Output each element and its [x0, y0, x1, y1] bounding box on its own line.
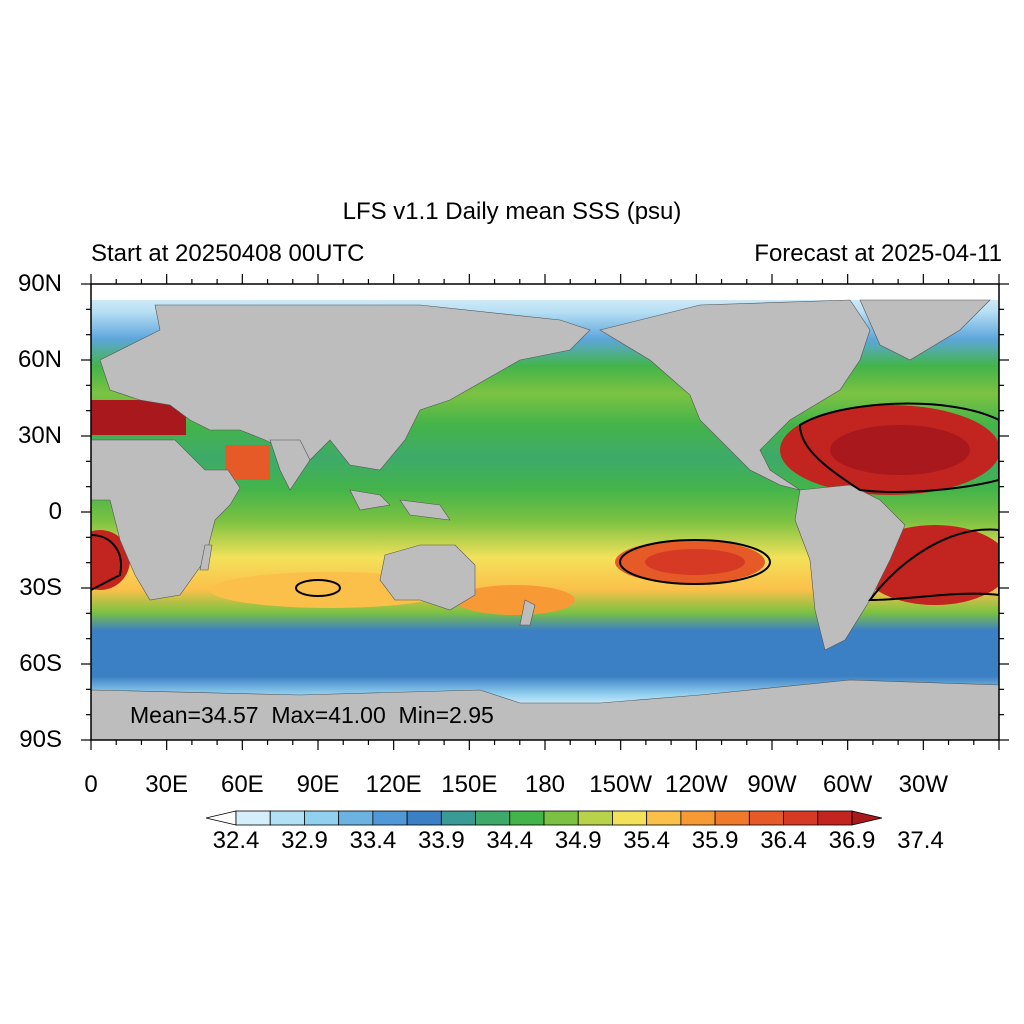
colorbar-swatch — [304, 810, 340, 826]
colorbar-swatch — [646, 810, 682, 826]
y-tick-label: 60S — [19, 650, 62, 677]
colorbar-swatch — [372, 810, 408, 826]
land-masses — [91, 299, 999, 740]
x-tick-label: 0 — [84, 771, 98, 798]
y-tick-label: 60N — [17, 346, 62, 373]
colorbar-label: 34.9 — [554, 827, 602, 854]
x-tick-label: 120W — [664, 771, 728, 798]
map-title: LFS v1.1 Daily mean SSS (psu) — [342, 198, 682, 225]
colorbar-label: 33.9 — [417, 827, 465, 854]
colorbar-label: 37.4 — [897, 827, 944, 854]
x-tick-label: 90W — [747, 771, 797, 798]
x-tick-label: 30W — [898, 771, 949, 798]
min-value: Min=2.95 — [398, 702, 494, 728]
colorbar-label: 36.9 — [828, 827, 876, 854]
sss-contours — [91, 402, 999, 602]
map-field — [91, 284, 999, 740]
x-tick-label: 120E — [365, 771, 422, 798]
x-tick-label: 30E — [145, 771, 189, 798]
max-value: Max=41.00 — [271, 702, 386, 728]
stats-text: Mean=34.57 Max=41.00 Min=2.95 — [130, 702, 494, 729]
colorbar-swatch — [269, 810, 305, 826]
colorbar-swatch — [577, 810, 613, 826]
colorbar-swatch — [612, 810, 648, 826]
colorbar-low-arrow — [205, 810, 237, 826]
colorbar-high-arrow — [851, 810, 883, 826]
y-tick-label: 30S — [19, 574, 62, 601]
start-time-label: Start at 20250408 00UTC — [91, 240, 365, 267]
x-tick-label: 150W — [589, 771, 653, 798]
colorbar — [205, 810, 883, 826]
x-tick-label: 90E — [296, 771, 340, 798]
y-tick-label: 90N — [17, 270, 62, 297]
colorbar-label: 32.4 — [212, 827, 260, 854]
x-tick-label: 60E — [220, 771, 264, 798]
colorbar-swatch — [338, 810, 374, 826]
mean-value: Mean=34.57 — [130, 702, 259, 728]
x-tick-label: 150E — [441, 771, 498, 798]
colorbar-label: 33.4 — [349, 827, 397, 854]
colorbar-label: 36.4 — [760, 827, 807, 854]
y-tick-label: 30N — [17, 422, 62, 449]
colorbar-swatch — [680, 810, 716, 826]
colorbar-swatch — [714, 810, 750, 826]
colorbar-label: 35.9 — [691, 827, 739, 854]
colorbar-swatch — [748, 810, 784, 826]
colorbar-label: 34.4 — [486, 827, 534, 854]
colorbar-label: 35.4 — [623, 827, 671, 854]
colorbar-swatch — [440, 810, 476, 826]
y-tick-label: 90S — [19, 726, 62, 753]
axis-ticks — [81, 274, 1009, 750]
x-tick-label: 180 — [524, 771, 566, 798]
colorbar-swatch — [235, 810, 271, 826]
colorbar-swatch — [475, 810, 511, 826]
colorbar-label: 32.9 — [281, 827, 328, 854]
colorbar-swatch — [406, 810, 442, 826]
y-tick-label: 0 — [48, 498, 62, 525]
colorbar-swatch — [543, 810, 579, 826]
colorbar-swatch — [783, 810, 819, 826]
colorbar-swatch — [509, 810, 545, 826]
forecast-time-label: Forecast at 2025-04-11 — [754, 240, 1002, 267]
colorbar-swatch — [817, 810, 853, 826]
x-tick-label: 60W — [822, 771, 873, 798]
